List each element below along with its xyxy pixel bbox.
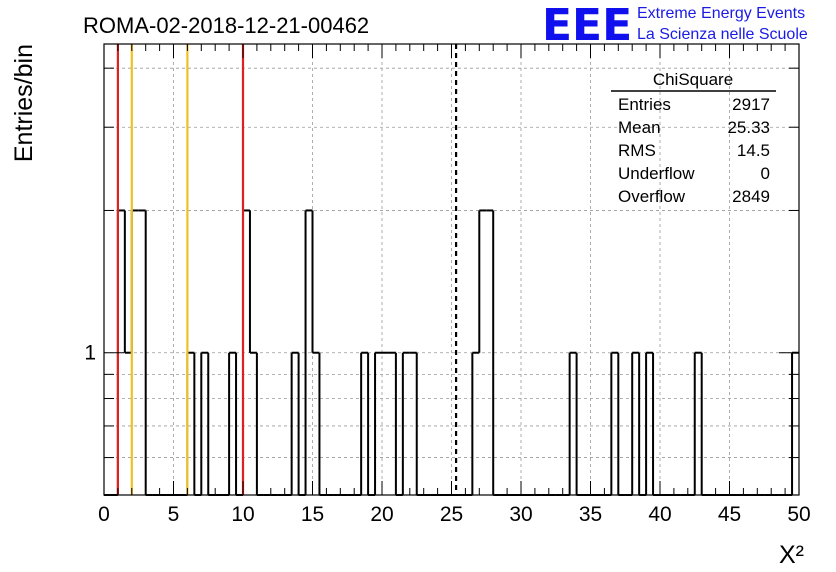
stats-row-label: Underflow (618, 164, 695, 183)
y-tick-label: 1 (84, 342, 96, 365)
x-tick-label: 30 (509, 503, 532, 526)
stats-row-value: 25.33 (727, 118, 770, 137)
x-tick-label: 5 (168, 503, 180, 526)
logo-line-2: La Scienza nelle Scuole (637, 26, 808, 43)
stats-row-label: Mean (618, 118, 661, 137)
eee-logo: EEE Extreme Energy Events La Scienza nel… (542, 0, 808, 51)
x-tick-label: 45 (718, 503, 741, 526)
logo-mark: EEE (542, 0, 632, 51)
stats-row-value: 2917 (732, 95, 770, 114)
stats-box: ChiSquare Entries 2917 Mean 25.33 RMS 14.5 Und… (611, 70, 776, 206)
x-tick-label: 25 (440, 503, 463, 526)
x-tick-label: 15 (301, 503, 324, 526)
y-axis-label: Entries/bin (10, 44, 38, 162)
x-tick-label: 10 (231, 503, 254, 526)
x-tick-label: 50 (787, 503, 810, 526)
stats-title: ChiSquare (653, 70, 733, 89)
stats-row-value: 0 (761, 164, 770, 183)
stats-rows: Entries 2917 Mean 25.33 RMS 14.5 Underflow 0 Ove… (618, 95, 770, 206)
x-tick-label: 35 (579, 503, 602, 526)
stats-row-label: Entries (618, 95, 671, 114)
chart-title: ROMA-02-2018-12-21-00462 (83, 13, 369, 38)
stats-row-value: 2849 (732, 187, 770, 206)
x-tick-label: 40 (648, 503, 671, 526)
x-tick-label: 0 (98, 503, 110, 526)
reference-lines (116, 44, 458, 495)
stats-row-value: 14.5 (737, 141, 770, 160)
x-tick-label: 20 (370, 503, 393, 526)
stats-row-label: Overflow (618, 187, 686, 206)
logo-line-1: Extreme Energy Events (637, 5, 805, 22)
axis-ticks: 0 5 10 15 20 25 30 35 40 45 50 1 (84, 44, 811, 526)
x-axis-label: X² (779, 541, 804, 569)
stats-row-label: RMS (618, 141, 656, 160)
